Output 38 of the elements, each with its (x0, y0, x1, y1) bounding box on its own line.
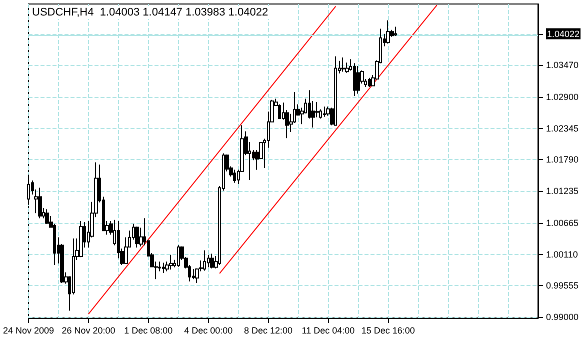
candlestick (394, 26, 397, 36)
candlestick (323, 106, 326, 118)
x-tick-label: 24 Nov 2009 (2, 326, 54, 336)
y-tick-label: 1.02345 (546, 123, 579, 134)
candlestick (162, 262, 165, 274)
x-tick-label: 4 Dec 00:00 (184, 326, 233, 336)
y-tick-label: 0.99555 (546, 280, 579, 291)
candlestick (207, 254, 210, 268)
y-tick-label: 1.04022 (547, 28, 580, 39)
candlestick (341, 57, 345, 72)
candlestick (356, 66, 360, 94)
candlestick (192, 268, 195, 280)
candlestick (334, 56, 337, 126)
y-tick-label: 1.03470 (546, 60, 579, 70)
x-tick-label: 26 Nov 20:00 (62, 326, 116, 336)
candlestick (386, 20, 390, 44)
candlestick (38, 187, 42, 219)
candlestick (203, 250, 206, 272)
x-tick-label: 8 Dec 12:00 (244, 326, 293, 336)
candlestick (353, 62, 356, 96)
y-tick-label: 1.00110 (546, 249, 578, 260)
candlestick (45, 208, 49, 224)
candlestick (79, 220, 83, 258)
candlestick (135, 226, 139, 248)
y-tick-label: 1.01790 (546, 154, 579, 165)
y-tick-label: 1.00665 (546, 218, 579, 228)
x-tick-label: 1 Dec 08:00 (124, 326, 173, 336)
chart-title: USDCHF,H4 1.04003 1.04147 1.03983 1.04022 (32, 6, 268, 18)
candlestick (169, 254, 173, 270)
candlestick (233, 169, 236, 184)
candlestick (177, 244, 180, 268)
y-tick-label: 1.01235 (546, 186, 579, 196)
y-tick-label: 0.99000 (546, 312, 579, 322)
x-tick-label: 15 Dec 16:00 (361, 326, 415, 336)
y-tick-label: 1.02900 (546, 92, 579, 102)
candlestick (210, 253, 214, 269)
x-tick-label: 11 Dec 04:00 (302, 326, 355, 336)
candlestick (368, 77, 371, 88)
